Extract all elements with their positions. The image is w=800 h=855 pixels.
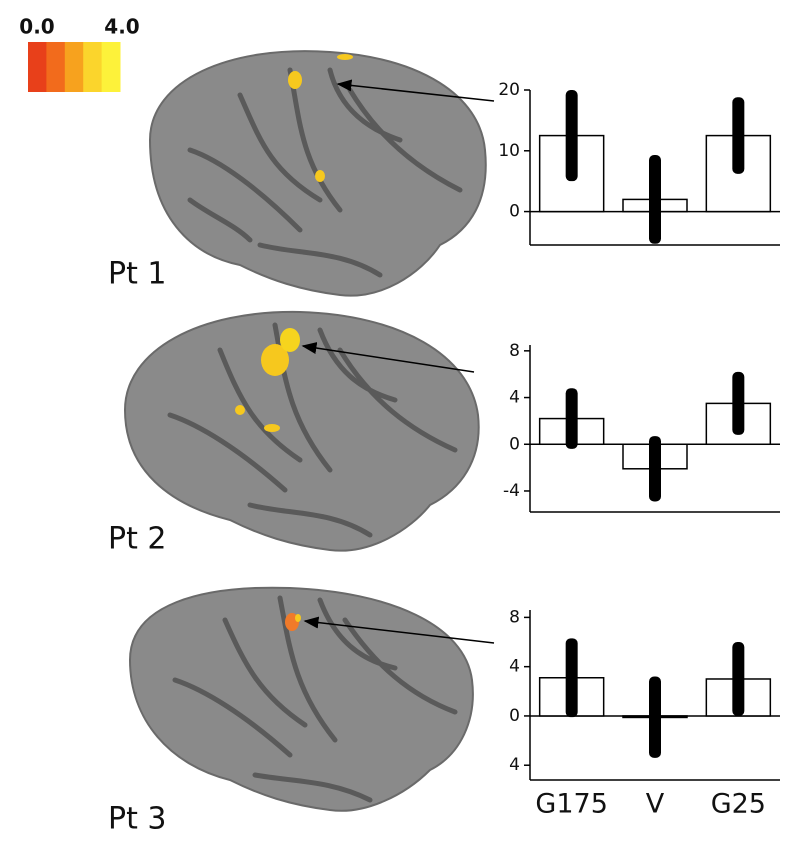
colorbar-label: 0.0 <box>19 15 54 39</box>
y-tick-label: 0 <box>509 434 520 454</box>
y-tick-label: 10 <box>498 141 520 161</box>
panel-label: Pt 1 <box>108 257 166 292</box>
y-tick-label: -4 <box>503 481 520 501</box>
colorbar-swatch <box>28 42 47 92</box>
error-bar <box>565 90 578 182</box>
x-tick-label: G25 <box>711 789 766 820</box>
error-bar <box>732 97 745 174</box>
error-bar <box>565 638 578 718</box>
x-tick-label: G175 <box>535 789 607 820</box>
colorbar-swatch <box>101 42 121 92</box>
y-tick-label: 8 <box>509 607 520 627</box>
brain-image <box>128 586 495 812</box>
error-bar <box>565 388 578 449</box>
y-tick-label: 4 <box>509 388 520 408</box>
y-tick-label: 4 <box>509 657 520 677</box>
colorbar-swatch <box>46 42 66 92</box>
y-tick-label: 8 <box>509 341 520 361</box>
x-tick-label: V <box>646 789 665 820</box>
error-bar <box>732 371 745 435</box>
error-bar <box>649 155 661 244</box>
colorbar-swatch <box>64 42 84 92</box>
y-tick-label: 0 <box>509 202 520 222</box>
error-bar <box>649 676 661 758</box>
colorbar-label: 4.0 <box>104 15 139 39</box>
y-tick-label: 4 <box>509 755 520 775</box>
y-tick-label: 20 <box>498 80 520 100</box>
y-tick-label: 0 <box>509 706 520 726</box>
panel-label: Pt 3 <box>108 802 166 837</box>
brain-image <box>123 310 480 552</box>
brain-image <box>148 50 495 297</box>
error-bar <box>732 642 745 716</box>
panel-label: Pt 2 <box>108 522 166 557</box>
error-bar <box>649 436 661 502</box>
colorbar-swatch <box>83 42 103 92</box>
